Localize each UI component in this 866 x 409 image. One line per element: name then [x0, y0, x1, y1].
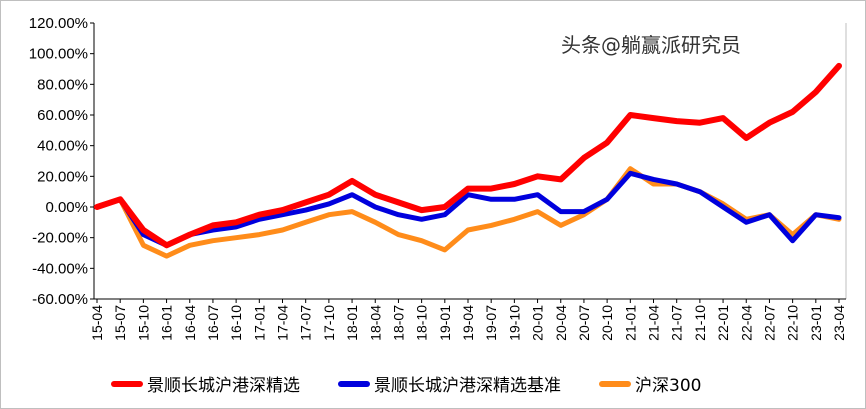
x-tick-label: 18-07	[390, 305, 406, 341]
x-tick-label: 19-10	[506, 305, 522, 341]
y-tick-label: 100.00%	[29, 46, 88, 63]
legend-label-csi300: 沪深300	[635, 376, 702, 396]
x-tick-label: 16-01	[159, 305, 175, 341]
y-tick-label: 20.00%	[37, 168, 88, 185]
x-tick-label: 15-07	[112, 305, 128, 341]
x-axis: 15-04 15-07 15-10 16-01 16-04 16-07 16-10 17-01…	[89, 298, 847, 341]
x-tick-label: 16-07	[205, 305, 221, 341]
y-tick-label: 40.00%	[37, 138, 88, 155]
legend-item-benchmark: 景顺长城沪港深精选基准	[338, 371, 561, 396]
x-tick-label: 22-01	[715, 305, 731, 341]
y-tick-label: -40.00%	[32, 260, 88, 277]
x-tick-label: 17-01	[251, 305, 267, 341]
x-tick-label: 20-10	[599, 305, 615, 341]
x-tick-label: 23-04	[831, 305, 847, 341]
series-lines	[94, 62, 842, 259]
x-tick-label: 15-10	[135, 305, 151, 341]
legend-swatch-fund	[111, 380, 143, 387]
x-tick-label: 17-07	[298, 305, 314, 341]
legend-label-benchmark: 景顺长城沪港深精选基准	[374, 376, 561, 396]
x-tick-label: 16-10	[228, 305, 244, 341]
legend-item-csi300: 沪深300	[599, 371, 701, 396]
legend-item-fund: 景顺长城沪港深精选	[111, 371, 300, 396]
x-tick-label: 17-04	[275, 305, 291, 341]
x-tick-label: 20-04	[553, 305, 569, 341]
legend: 景顺长城沪港深精选 景顺长城沪港深精选基准 沪深300	[111, 371, 739, 396]
x-tick-label: 21-10	[692, 305, 708, 341]
x-tick-label: 18-01	[344, 305, 360, 341]
y-tick-label: -60.00%	[32, 291, 88, 308]
y-tick-label: 0.00%	[45, 199, 88, 216]
watermark: 头条@躺赢派研究员	[561, 33, 741, 57]
x-tick-label: 16-04	[182, 305, 198, 341]
x-tick-label: 22-10	[785, 305, 801, 341]
x-tick-label: 19-07	[483, 305, 499, 341]
x-tick-label: 15-04	[89, 305, 105, 341]
y-tick-label: -20.00%	[32, 230, 88, 247]
x-tick-label: 19-04	[460, 305, 476, 341]
y-tick-label: 60.00%	[37, 107, 88, 124]
legend-label-fund: 景顺长城沪港深精选	[147, 376, 300, 396]
legend-swatch-benchmark	[338, 380, 370, 387]
x-tick-label: 22-07	[761, 305, 777, 341]
x-tick-label: 20-07	[576, 305, 592, 341]
x-tick-label: 18-04	[367, 305, 383, 341]
y-tick-label: 120.00%	[29, 15, 88, 32]
x-tick-label: 20-01	[530, 305, 546, 341]
x-tick-label: 17-10	[321, 305, 337, 341]
x-tick-label: 21-04	[646, 305, 662, 341]
y-axis: -60.00% -40.00% -20.00% 0.00% 20.00% 40.00% 60…	[29, 15, 847, 308]
x-tick-label: 21-01	[622, 305, 638, 341]
series-line-benchmark	[94, 170, 842, 248]
y-tick-label: 80.00%	[37, 76, 88, 93]
legend-swatch-csi300	[599, 380, 631, 387]
x-tick-label: 19-01	[437, 305, 453, 341]
x-tick-label: 21-07	[669, 305, 685, 341]
x-tick-label: 18-10	[414, 305, 430, 341]
series-line-fund	[94, 62, 842, 249]
x-tick-label: 22-04	[738, 305, 754, 341]
x-tick-label: 23-01	[808, 305, 824, 341]
